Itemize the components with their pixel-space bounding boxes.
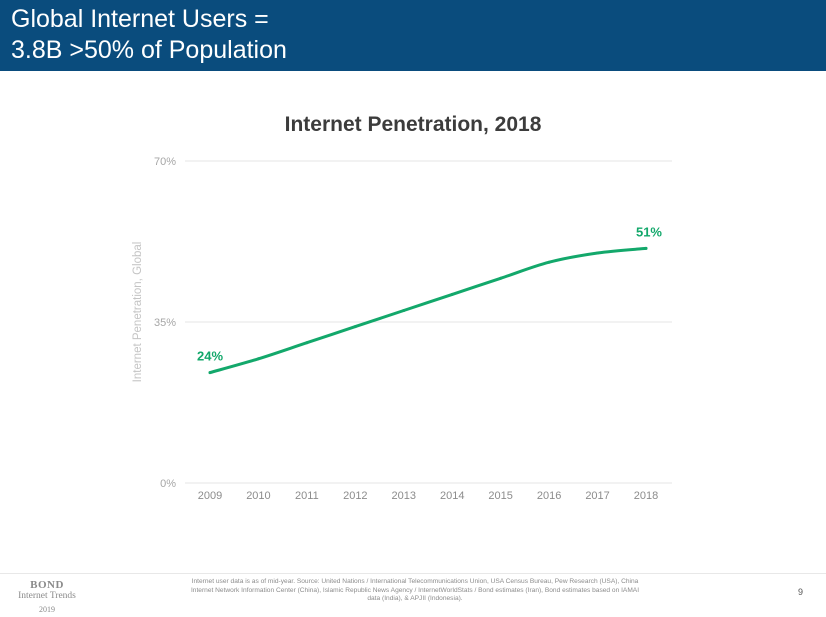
slide-title: Global Internet Users = 3.8B >50% of Pop… <box>11 4 791 66</box>
x-tick-label: 2010 <box>246 490 270 502</box>
bond-logo: BOND Internet Trends 2019 <box>12 580 82 615</box>
logo-name: BOND <box>30 579 64 591</box>
data-label-2018: 51% <box>636 224 662 239</box>
x-tick-label: 2011 <box>295 490 319 502</box>
data-point-2009 <box>208 371 212 375</box>
y-tick-label: 70% <box>154 156 176 168</box>
data-point-2017 <box>596 251 600 255</box>
y-tick-label: 35% <box>154 317 176 329</box>
x-tick-label: 2017 <box>585 490 609 502</box>
logo-year: 2019 <box>39 605 55 614</box>
page-number: 9 <box>798 587 804 597</box>
y-tick-label: 0% <box>160 478 176 490</box>
x-tick-label: 2015 <box>488 490 512 502</box>
data-point-2013 <box>402 309 406 312</box>
y-axis-label: Internet Penetration, Global <box>132 242 144 383</box>
line-chart: 0% 35% 70% 2009 2010 2011 2012 2013 2014 2015 2016… <box>132 156 672 502</box>
x-tick-label: 2016 <box>537 490 561 502</box>
chart-title: Internet Penetration, 2018 <box>284 113 542 136</box>
slide-title-line-2: 3.8B >50% of Population <box>11 36 287 64</box>
data-point-2018 <box>644 246 648 250</box>
slide-header: Global Internet Users = 3.8B >50% of Pop… <box>0 0 826 71</box>
x-tick-label: 2012 <box>343 490 367 502</box>
data-point-2010 <box>256 357 260 361</box>
source-footnote: Internet user data is as of mid-year. So… <box>190 578 640 602</box>
data-point-2011 <box>305 341 309 345</box>
x-tick-label: 2014 <box>440 490 464 502</box>
data-point-2016 <box>547 260 551 264</box>
logo-subtitle: Internet Trends <box>18 591 76 601</box>
footer-divider <box>0 573 826 574</box>
data-point-2012 <box>353 325 357 329</box>
x-tick-label: 2013 <box>392 490 416 502</box>
data-point-2015 <box>499 276 503 280</box>
slide-title-line-1: Global Internet Users = <box>11 5 269 33</box>
data-label-2009: 24% <box>197 349 223 364</box>
series-line-0 <box>208 246 648 375</box>
x-tick-label: 2018 <box>634 490 658 502</box>
x-tick-label: 2009 <box>198 490 222 502</box>
data-point-2014 <box>450 292 454 296</box>
